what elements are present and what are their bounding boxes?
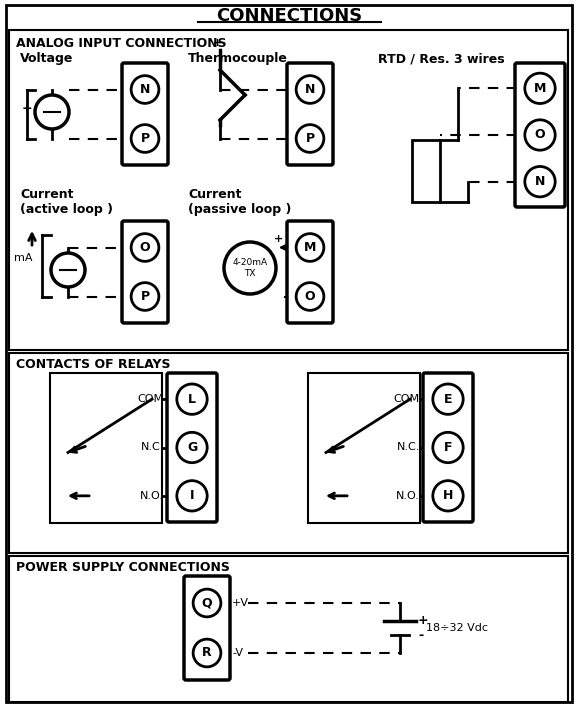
Text: +: + xyxy=(21,102,32,115)
Text: POWER SUPPLY CONNECTIONS: POWER SUPPLY CONNECTIONS xyxy=(16,561,230,574)
Text: Q: Q xyxy=(202,597,212,609)
Text: N.O.: N.O. xyxy=(140,491,164,501)
Text: COM: COM xyxy=(138,395,164,404)
Text: Voltage: Voltage xyxy=(20,52,73,65)
Text: 4-20mA
TX: 4-20mA TX xyxy=(232,258,268,278)
Text: Thermocouple: Thermocouple xyxy=(188,52,288,65)
Text: -: - xyxy=(418,629,423,641)
Text: N: N xyxy=(305,83,315,96)
Text: N: N xyxy=(140,83,150,96)
Circle shape xyxy=(433,384,463,414)
FancyBboxPatch shape xyxy=(423,373,473,522)
Text: mA: mA xyxy=(14,253,32,263)
Circle shape xyxy=(525,73,555,103)
FancyBboxPatch shape xyxy=(184,576,230,680)
Text: M: M xyxy=(304,241,316,254)
Text: ANALOG INPUT CONNECTIONS: ANALOG INPUT CONNECTIONS xyxy=(16,37,227,50)
Text: E: E xyxy=(444,392,452,406)
Bar xyxy=(9,353,568,553)
Text: R: R xyxy=(202,646,212,660)
Circle shape xyxy=(131,124,159,153)
Text: M: M xyxy=(534,82,546,95)
Text: +: + xyxy=(274,235,283,245)
Bar xyxy=(50,373,162,523)
Text: Current
(passive loop ): Current (passive loop ) xyxy=(188,188,291,216)
Circle shape xyxy=(433,432,463,462)
Text: -V: -V xyxy=(232,648,243,658)
Circle shape xyxy=(433,481,463,511)
Text: I: I xyxy=(190,489,194,503)
Text: +: + xyxy=(418,614,429,628)
Text: O: O xyxy=(305,290,316,303)
Circle shape xyxy=(224,242,276,294)
FancyBboxPatch shape xyxy=(515,63,565,207)
Bar xyxy=(9,556,568,702)
Text: CONNECTIONS: CONNECTIONS xyxy=(216,7,362,25)
Circle shape xyxy=(177,481,207,511)
Circle shape xyxy=(51,253,85,287)
Circle shape xyxy=(193,589,221,617)
Text: RTD / Res. 3 wires: RTD / Res. 3 wires xyxy=(378,52,505,65)
Text: O: O xyxy=(140,241,150,254)
Text: N.C.: N.C. xyxy=(140,443,164,452)
Circle shape xyxy=(177,384,207,414)
Bar xyxy=(9,30,568,350)
Text: CONTACTS OF RELAYS: CONTACTS OF RELAYS xyxy=(16,358,171,371)
Text: N.O.: N.O. xyxy=(396,491,420,501)
Circle shape xyxy=(296,233,324,262)
Text: L: L xyxy=(188,392,196,406)
Text: COM: COM xyxy=(394,395,420,404)
Text: P: P xyxy=(140,132,150,145)
Circle shape xyxy=(35,95,69,129)
Circle shape xyxy=(296,76,324,103)
Circle shape xyxy=(131,283,159,310)
FancyBboxPatch shape xyxy=(287,63,333,165)
Circle shape xyxy=(296,283,324,310)
Circle shape xyxy=(525,166,555,197)
Text: G: G xyxy=(187,441,197,454)
FancyBboxPatch shape xyxy=(287,221,333,323)
Text: N.C.: N.C. xyxy=(397,443,420,452)
Text: P: P xyxy=(140,290,150,303)
Bar xyxy=(308,373,420,523)
Text: F: F xyxy=(444,441,452,454)
Text: P: P xyxy=(305,132,314,145)
Circle shape xyxy=(131,233,159,262)
Text: Current
(active loop ): Current (active loop ) xyxy=(20,188,113,216)
Circle shape xyxy=(525,119,555,150)
Bar xyxy=(412,140,440,202)
Text: +: + xyxy=(212,38,221,48)
FancyBboxPatch shape xyxy=(122,221,168,323)
Text: +V: +V xyxy=(232,598,249,608)
FancyBboxPatch shape xyxy=(167,373,217,522)
Circle shape xyxy=(193,639,221,667)
Circle shape xyxy=(296,124,324,153)
Text: O: O xyxy=(535,129,545,141)
Text: 18÷32 Vdc: 18÷32 Vdc xyxy=(426,623,488,633)
Text: N: N xyxy=(535,175,545,188)
FancyBboxPatch shape xyxy=(122,63,168,165)
Circle shape xyxy=(177,432,207,462)
Text: H: H xyxy=(443,489,453,503)
Circle shape xyxy=(131,76,159,103)
